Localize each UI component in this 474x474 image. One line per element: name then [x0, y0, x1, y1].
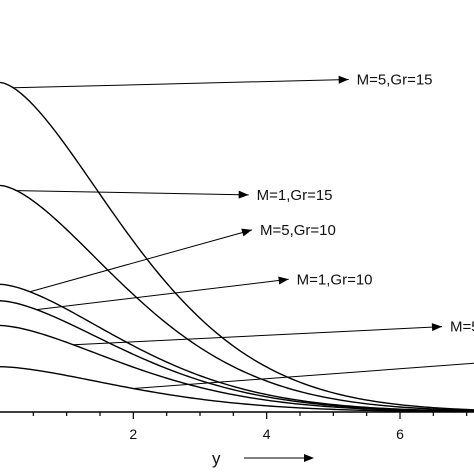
series-line-5: [0, 365, 474, 413]
series-line-4: [0, 324, 474, 413]
annotation-arrowhead: [338, 75, 349, 84]
annotation-arrow-line: [133, 362, 474, 390]
x-tick-label: 6: [396, 426, 404, 442]
x-axis-title-arrow: [244, 454, 314, 462]
annotation-arrow-line: [73, 326, 443, 346]
annotation-arrow-line: [29, 229, 253, 293]
series-line-0: [0, 81, 474, 411]
annotation-arrow-line: [36, 278, 289, 311]
x-axis: 2 4 6: [0, 411, 474, 442]
annotation-label: M=1,Gr=10: [297, 271, 373, 288]
annotation-arrowhead: [278, 276, 289, 285]
annotation-arrow-line: [16, 190, 249, 196]
annotation-label: M=5,Gr=5: [450, 319, 474, 336]
annotation-arrowhead: [241, 228, 252, 237]
plot-area: [0, 81, 474, 413]
annotation-arrowhead: [238, 190, 249, 199]
x-tick-label: 4: [263, 426, 271, 442]
x-tick-label: 2: [129, 426, 137, 442]
annotations: M=5,Gr=15 M=1,Gr=15 M=5,Gr=10 M=1,Gr=10 M=5,…: [13, 71, 474, 390]
x-axis-title: y: [212, 449, 221, 468]
annotation-label: M=5,Gr=10: [260, 222, 336, 239]
annotation-label: M=1,Gr=15: [257, 187, 333, 204]
series-line-1: [0, 184, 474, 412]
annotation-arrow-line: [13, 78, 349, 89]
annotation-arrowhead: [431, 323, 442, 332]
annotation-label: M=5,Gr=15: [357, 71, 433, 88]
